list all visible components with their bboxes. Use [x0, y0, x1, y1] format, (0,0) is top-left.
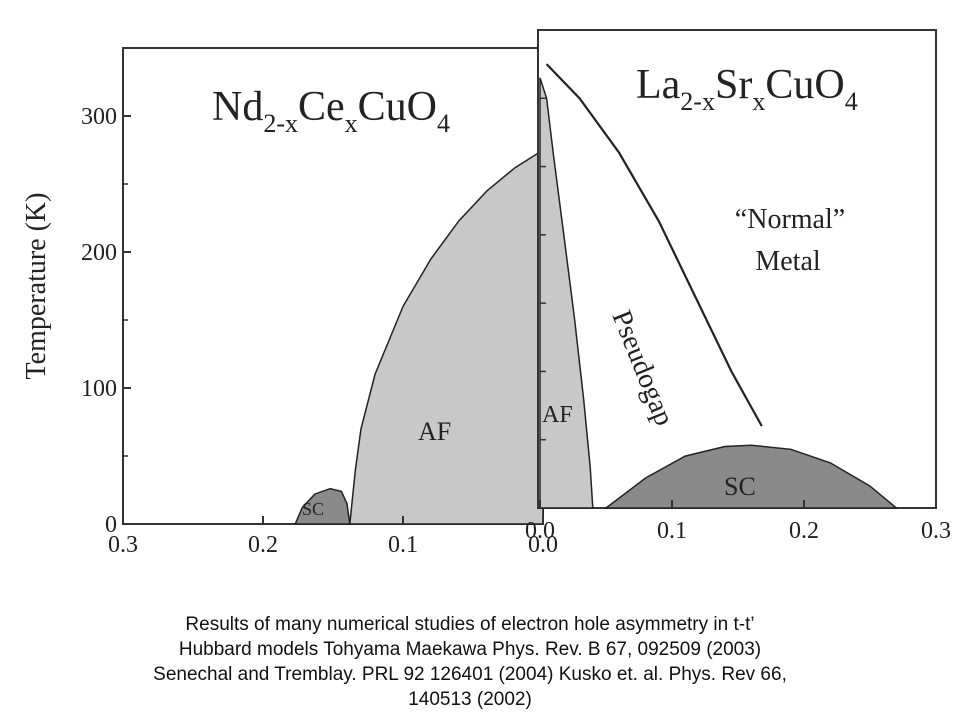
left-x-tick-label: 0.0: [528, 532, 558, 558]
right-title: La2-xSrxCuO4: [636, 62, 858, 116]
left-title: Nd2-xCexCuO4: [212, 84, 450, 138]
right-af-region: [539, 77, 594, 509]
right-x-ticks: 0.0 0.1 0.2 0.3: [525, 500, 951, 544]
caption-text: Results of many numerical studies of ele…: [153, 614, 787, 710]
y-axis-label: Temperature (K): [21, 193, 52, 380]
left-y-tick-label: 200: [81, 240, 117, 266]
left-x-tick-label: 0.2: [248, 532, 278, 558]
left-x-tick-label: 0.3: [108, 532, 138, 558]
pseudogap-line: [545, 63, 763, 427]
left-sc-region: [294, 487, 351, 525]
right-sc-label: SC: [724, 472, 756, 501]
left-y-tick-label: 100: [81, 376, 117, 402]
left-x-ticks: 0.3 0.2 0.1 0.0: [108, 516, 558, 558]
left-y-tick-label: 0: [105, 512, 117, 538]
left-af-label: AF: [418, 417, 451, 446]
right-x-tick-label: 0.3: [921, 518, 951, 544]
normal-metal-label-1: “Normal”: [735, 204, 845, 235]
right-panel-lasr: 0.0 0.1 0.2 0.3 La2-xSrxCuO4 “Normal” Metal…: [525, 29, 951, 544]
right-x-tick-label: 0.0: [525, 518, 555, 544]
right-x-tick-label: 0.1: [657, 518, 687, 544]
right-y-minor-ticks: [540, 97, 546, 441]
left-x-tick-label: 0.1: [388, 532, 418, 558]
right-af-label: AF: [542, 402, 573, 428]
left-sc-label: SC: [302, 499, 324, 519]
right-x-tick-label: 0.2: [789, 518, 819, 544]
right-sc-region: [603, 444, 899, 509]
left-y-ticks: 0 100 200 300: [81, 104, 131, 538]
normal-metal-label-2: Metal: [755, 246, 821, 277]
left-y-tick-label: 300: [81, 104, 117, 130]
